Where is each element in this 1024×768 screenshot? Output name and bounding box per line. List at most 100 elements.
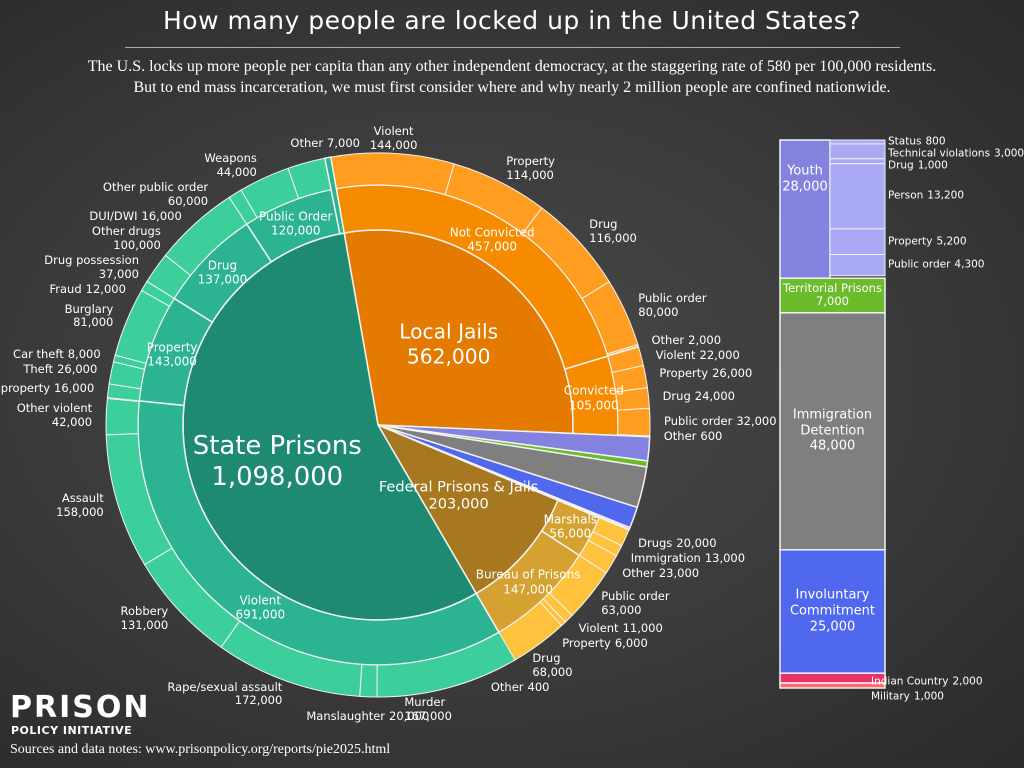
label-name: Violent — [655, 348, 696, 363]
label-value: 116,000 — [589, 231, 637, 246]
label-value: 13,200 — [927, 189, 965, 202]
data-label: Immigration 13,000 — [631, 551, 745, 566]
data-label: Robbery 131,000 — [120, 604, 169, 634]
label-value: 800 — [925, 135, 946, 148]
label-name: Public order — [601, 588, 670, 603]
label-value: 1,098,000 — [211, 461, 344, 492]
label-value: 63,000 — [601, 602, 642, 617]
label-name: DUI/DWI — [89, 209, 138, 224]
label-name: Property — [506, 154, 555, 169]
label-value: 143,000 — [147, 354, 197, 369]
data-label: Violent 144,000 — [370, 124, 418, 154]
logo-name: PRISON — [10, 690, 151, 725]
label-name: Drug possession — [44, 253, 139, 268]
label-value: 100,000 — [113, 237, 161, 252]
label-name: Other — [651, 333, 685, 348]
data-label: Rape/sexual assault 172,000 — [167, 679, 283, 709]
label-value: 44,000 — [216, 164, 257, 179]
system-label: Involuntary Commitment 25,000 — [782, 588, 883, 635]
group-label: Public Order 120,000 — [259, 209, 332, 238]
label-value: 1,000 — [917, 159, 948, 172]
label-value: 7,000 — [816, 294, 849, 309]
bar-subsegment — [829, 254, 886, 277]
label-name: Drug — [589, 217, 618, 232]
label-value: 56,000 — [549, 526, 592, 541]
label-name: Involuntary Commitment — [789, 588, 876, 619]
label-value: 48,000 — [809, 439, 856, 455]
group-label: Drug 137,000 — [198, 259, 248, 288]
label-name: Robbery — [120, 604, 169, 619]
label-name: Other drugs — [91, 224, 161, 239]
label-name: Territorial Prisons — [783, 280, 882, 295]
group-label: Not Convicted 457,000 — [450, 226, 535, 255]
label-value: 22,000 — [699, 348, 740, 363]
label-name: Property — [659, 366, 709, 381]
label-name: Assault — [61, 491, 104, 506]
label-value: 203,000 — [428, 495, 489, 513]
data-label: Drugs 20,000 — [638, 535, 716, 551]
label-value: 8,000 — [67, 347, 101, 362]
label-value: 120,000 — [270, 223, 321, 238]
label-value: 131,000 — [120, 618, 169, 633]
bar-subsegment — [829, 163, 886, 230]
bar-segment — [779, 682, 886, 689]
label-value: 5,200 — [936, 235, 967, 248]
label-name: Violent — [239, 593, 282, 608]
data-label: Burglary 81,000 — [64, 301, 114, 331]
label-value: 3,000 — [994, 147, 1024, 160]
label-name: Other — [622, 565, 655, 580]
data-label: Violent 11,000 — [578, 620, 663, 636]
data-label: Drug possession 37,000 — [44, 253, 139, 282]
bar-segment — [779, 277, 886, 314]
label-name: Public order — [663, 414, 733, 429]
label-value: 457,000 — [467, 239, 517, 254]
label-value: 16,000 — [54, 381, 95, 396]
data-label: Property 5,200 — [888, 235, 967, 248]
label-value: 562,000 — [406, 344, 491, 369]
label-value: 12,000 — [85, 282, 126, 297]
data-label: Car theft 8,000 — [13, 347, 101, 362]
bar-subsegment — [829, 139, 886, 145]
chart-title: How many people are locked up in the Uni… — [162, 6, 861, 35]
bar-subsegment — [829, 228, 886, 256]
group-label: Convicted 105,000 — [564, 384, 624, 413]
label-value: 2,000 — [688, 333, 722, 348]
label-name: Violent — [373, 124, 414, 139]
data-label: Other 2,000 — [651, 333, 722, 348]
label-value: 167,000 — [404, 708, 452, 723]
label-name: Drug — [207, 258, 238, 273]
label-value: 114,000 — [506, 168, 554, 183]
data-label: Property 114,000 — [506, 154, 555, 184]
data-label: Drug 24,000 — [663, 389, 735, 404]
group-label: Marshals 56,000 — [544, 512, 597, 541]
label-name: Rape/sexual assault — [167, 679, 283, 694]
system-label: Immigration Detention 48,000 — [782, 408, 883, 455]
label-name: Public order — [888, 258, 951, 271]
data-label: Public order 80,000 — [638, 291, 707, 321]
bar-segment — [779, 312, 886, 551]
label-name: Military — [871, 690, 910, 703]
data-label: DUI/DWI 16,000 — [89, 209, 181, 224]
label-value: 2,000 — [952, 675, 983, 688]
label-value: 105,000 — [569, 398, 619, 413]
label-value: 80,000 — [638, 305, 679, 320]
label-value: 11,000 — [622, 620, 663, 635]
label-value: 26,000 — [57, 362, 98, 377]
label-name: Violent — [578, 620, 619, 635]
data-label: Other drugs 100,000 — [91, 224, 161, 253]
label-value: 6,000 — [614, 635, 648, 650]
label-value: 26,000 — [712, 366, 753, 381]
label-name: Property — [146, 340, 198, 355]
label-name: Other property — [0, 381, 51, 396]
label-name: Drugs — [638, 535, 673, 550]
label-name: Youth — [787, 163, 823, 179]
label-name: Theft — [23, 362, 54, 377]
data-label: Military 1,000 — [871, 691, 944, 704]
label-value: 600 — [700, 429, 723, 444]
label-name: Public order — [638, 291, 707, 306]
data-label: Other 600 — [663, 429, 723, 444]
data-label: Drug 1,000 — [888, 160, 948, 173]
label-name: Other — [663, 429, 697, 444]
label-name: Burglary — [64, 301, 114, 316]
